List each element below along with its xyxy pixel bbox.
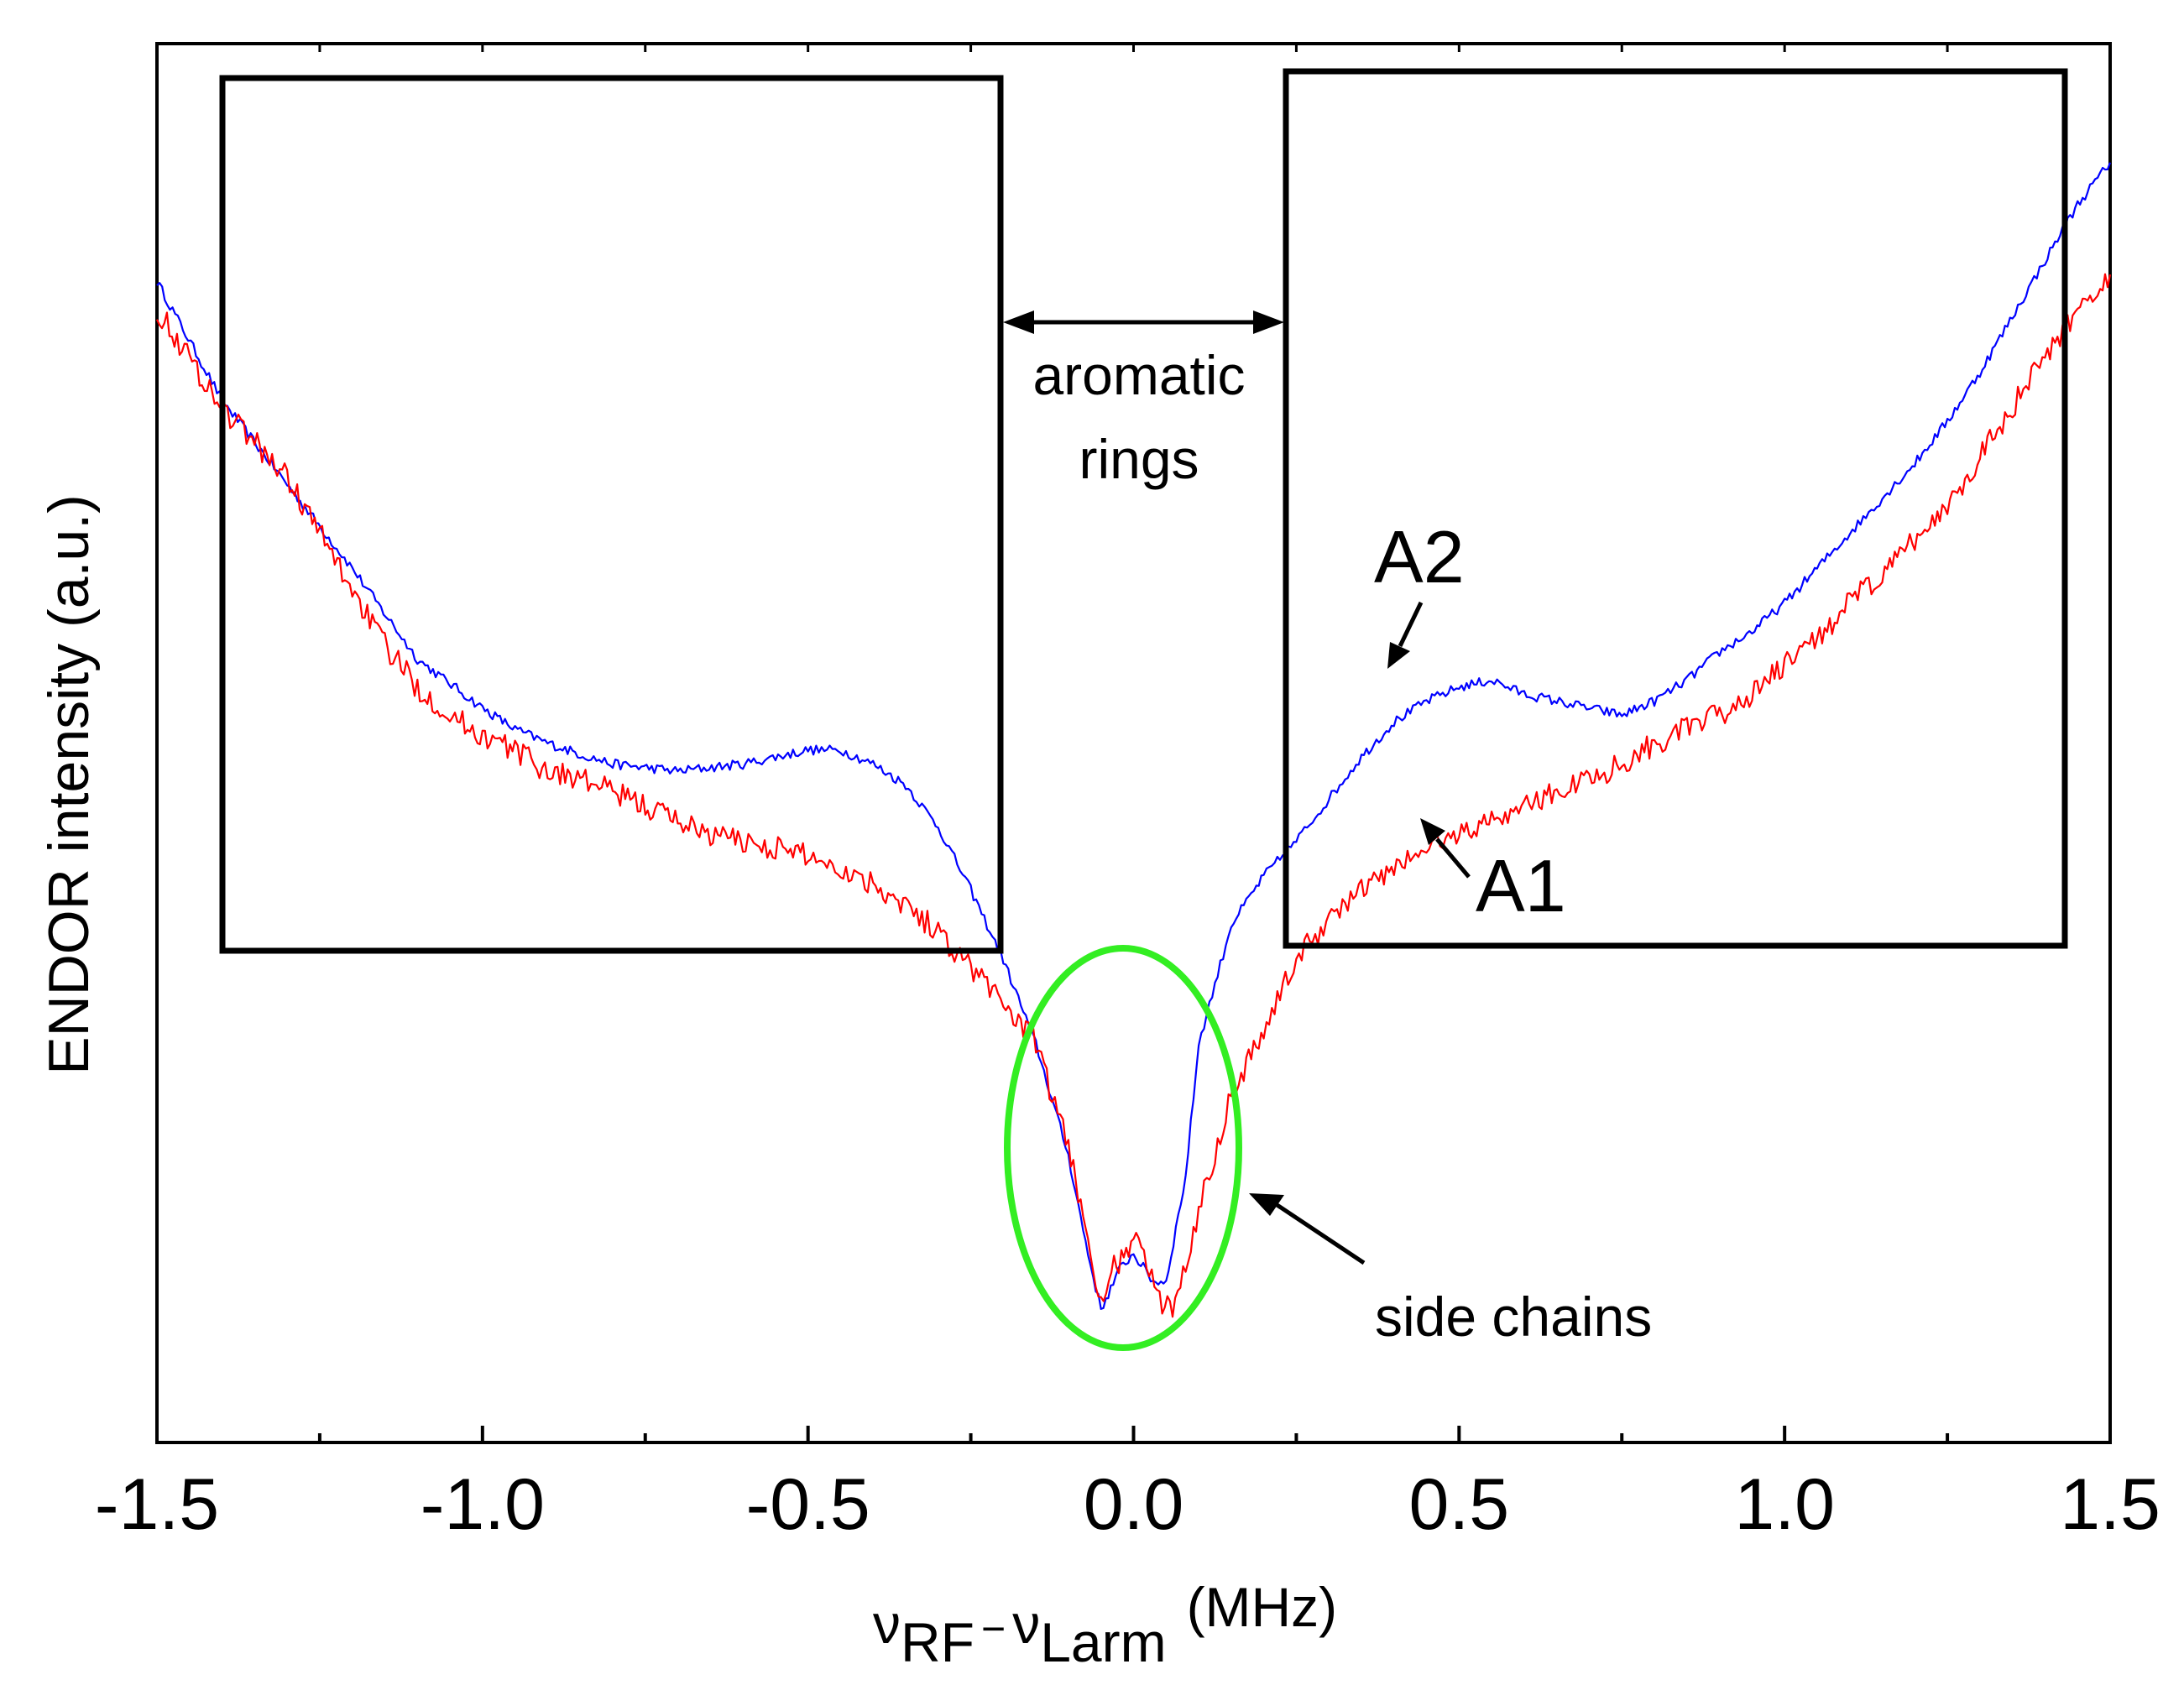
side-chains-label: side chains (1375, 1286, 1652, 1348)
series-group (156, 162, 2112, 1318)
x-axis-ticks (155, 44, 2112, 1442)
plot-frame (155, 42, 2112, 1444)
aromatic-label-line1: aromatic (1032, 344, 1245, 406)
series-label-a1: A1 (1476, 844, 1566, 927)
side-chains-arrow-line (1274, 1202, 1366, 1265)
a2-arrow-line (1398, 601, 1424, 648)
x-axis-tick-labels: -1.5 -1.0 -0.5 0.0 0.5 1.0 1.5 (95, 1464, 2160, 1545)
x-label-sub2: Larm (1040, 1611, 1166, 1673)
aromatic-box-right (1283, 68, 2068, 949)
x-tick-label: -0.5 (746, 1464, 870, 1545)
x-tick-label: -1.0 (421, 1464, 545, 1545)
x-tick-label: 0.5 (1409, 1464, 1510, 1545)
a2-arrowhead (1387, 642, 1410, 669)
side-chains-ellipse (1004, 945, 1242, 1351)
x-label-nu2: ν (1012, 1593, 1040, 1655)
a1-arrowhead (1420, 818, 1445, 845)
side-chains-arrowhead (1249, 1193, 1284, 1216)
a1-arrow-line (1435, 837, 1471, 879)
series-line-a2 (156, 162, 2112, 1311)
arrowhead-right (1253, 310, 1284, 334)
x-tick-label: -1.5 (95, 1464, 219, 1545)
x-label-nu1: ν (873, 1593, 901, 1655)
x-label-sub1: RF (901, 1611, 974, 1673)
y-axis-label: ENDOR intensity (a.u.) (37, 494, 101, 1075)
x-tick-label: 1.0 (1734, 1464, 1835, 1545)
x-tick-label: 0.0 (1084, 1464, 1184, 1545)
x-tick-label: 1.5 (2060, 1464, 2160, 1545)
x-label-unit: (MHz) (1187, 1576, 1338, 1638)
arrowhead-left (1003, 310, 1034, 334)
x-label-minus: − (981, 1605, 1006, 1652)
x-axis-label: νRF − νLarm(MHz) (873, 1576, 1337, 1673)
series-line-a1 (156, 273, 2112, 1318)
series-label-a2: A2 (1374, 515, 1465, 598)
aromatic-box-left (219, 75, 1004, 954)
aromatic-label-line2: rings (1079, 428, 1199, 490)
